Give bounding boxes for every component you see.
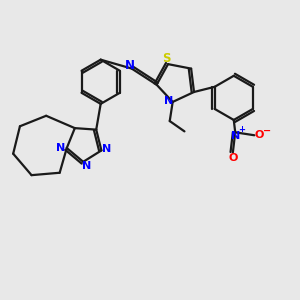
Text: N: N <box>82 161 92 171</box>
Text: O: O <box>255 130 264 140</box>
Text: N: N <box>164 96 173 106</box>
Text: O: O <box>228 153 238 163</box>
Text: S: S <box>162 52 171 65</box>
Text: N: N <box>56 143 65 153</box>
Text: N: N <box>102 144 111 154</box>
Text: −: − <box>263 126 271 136</box>
Text: N: N <box>231 131 240 141</box>
Text: +: + <box>238 125 245 134</box>
Text: N: N <box>125 59 135 72</box>
